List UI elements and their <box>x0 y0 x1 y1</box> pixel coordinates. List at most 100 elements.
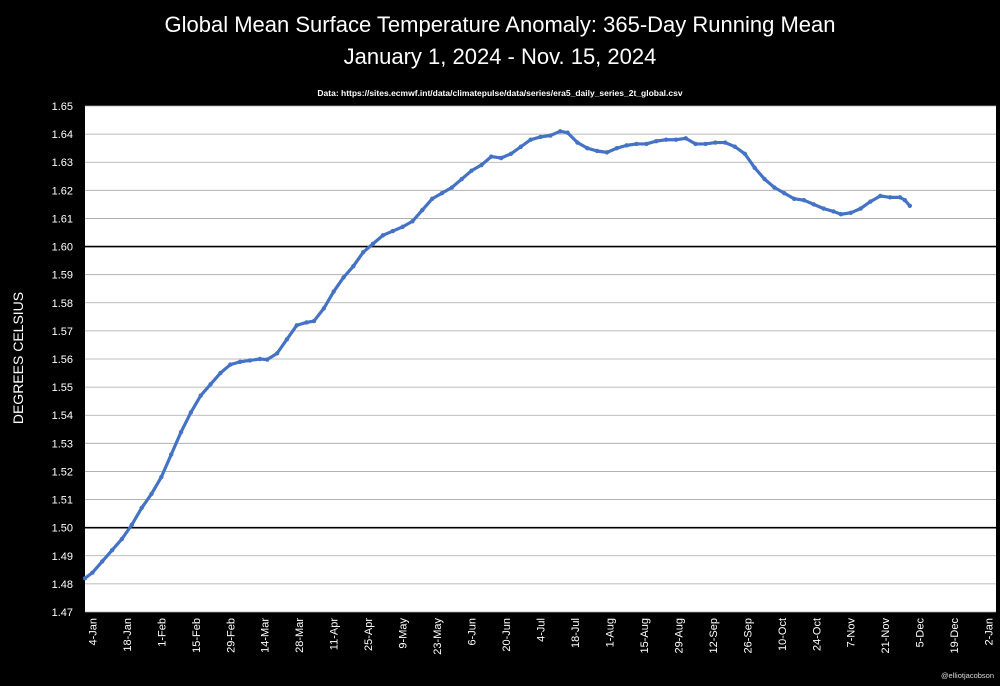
x-tick-label: 18-Jan <box>122 618 134 652</box>
data-point <box>762 176 767 182</box>
data-point <box>558 129 563 134</box>
x-tick-label: 1-Aug <box>604 618 616 647</box>
y-tick-label: 1.56 <box>52 354 73 366</box>
data-point <box>139 505 144 511</box>
data-point <box>772 185 777 190</box>
data-point <box>801 197 807 203</box>
data-point <box>284 337 290 342</box>
y-tick-label: 1.62 <box>52 185 73 197</box>
data-point <box>149 491 154 497</box>
data-point <box>782 190 787 196</box>
data-point <box>90 570 95 575</box>
data-point <box>370 241 376 246</box>
data-point <box>565 130 570 135</box>
data-point <box>439 190 445 196</box>
data-point <box>479 162 484 168</box>
data-point <box>791 196 797 201</box>
data-point <box>528 137 533 142</box>
data-point <box>654 138 659 144</box>
x-tick-label: 29-Aug <box>673 618 685 653</box>
x-tick-label: 4-Jan <box>87 618 99 646</box>
x-tick-label: 15-Aug <box>639 618 651 653</box>
data-point <box>508 151 514 156</box>
data-point <box>518 144 523 149</box>
data-point <box>351 264 356 269</box>
y-tick-label: 1.51 <box>52 495 73 507</box>
x-tick-label: 24-Oct <box>811 618 823 651</box>
x-tick-label: 1-Feb <box>156 618 168 647</box>
x-tick-label: 2-Jan <box>984 618 996 646</box>
y-tick-label: 1.50 <box>52 523 73 535</box>
data-point <box>228 362 233 367</box>
data-point <box>294 323 299 328</box>
data-point <box>380 233 386 238</box>
reference-lines <box>85 245 1000 529</box>
x-tick-label: 23-May <box>432 618 444 655</box>
x-tick-label: 6-Jun <box>467 618 479 646</box>
data-point <box>208 382 213 387</box>
x-tick-label: 29-Feb <box>225 618 237 653</box>
x-tick-label: 7-Nov <box>846 618 858 648</box>
y-tick-label: 1.65 <box>52 101 73 113</box>
data-point <box>198 393 203 398</box>
chart-title: Global Mean Surface Temperature Anomaly:… <box>164 12 836 37</box>
y-tick-label: 1.64 <box>52 129 73 141</box>
data-point <box>897 195 903 200</box>
data-point <box>663 137 669 142</box>
data-point <box>831 209 836 214</box>
data-point <box>449 185 455 190</box>
data-point <box>257 356 263 362</box>
x-tick-label: 10-Oct <box>777 618 789 651</box>
x-tick-label: 20-Jun <box>501 618 513 652</box>
y-axis-ticks: 1.47 1.48 1.49 1.50 1.51 1.52 1.53 1.54 1.55 1.56… <box>52 101 73 619</box>
y-tick-label: 1.47 <box>52 607 73 619</box>
data-point <box>821 206 826 211</box>
data-point <box>548 133 553 138</box>
data-source-note: Data: https://sites.ecmwf.int/data/clima… <box>317 88 683 98</box>
data-point <box>902 197 908 203</box>
y-tick-label: 1.59 <box>52 270 73 282</box>
data-point <box>410 219 415 224</box>
data-point <box>732 144 738 149</box>
data-point <box>585 145 590 151</box>
data-point <box>673 137 679 142</box>
x-tick-label: 14-Mar <box>260 618 272 653</box>
y-tick-label: 1.48 <box>52 579 73 591</box>
x-tick-label: 26-Sep <box>742 618 754 653</box>
y-tick-label: 1.63 <box>52 157 73 169</box>
data-point <box>304 320 309 325</box>
data-point <box>858 206 863 211</box>
data-point <box>218 370 223 376</box>
x-tick-label: 15-Feb <box>191 618 203 653</box>
data-point <box>420 207 425 213</box>
x-tick-label: 5-Dec <box>915 618 927 648</box>
x-tick-label: 28-Mar <box>294 618 306 653</box>
y-tick-label: 1.52 <box>52 466 73 478</box>
data-point <box>538 134 543 140</box>
data-point <box>237 359 243 365</box>
data-point <box>274 351 280 356</box>
x-tick-label: 21-Nov <box>880 618 892 654</box>
x-axis-ticks: 4-Jan 18-Jan 1-Feb 15-Feb 29-Feb 14-Mar 28-Mar… <box>87 618 995 655</box>
data-point <box>390 228 395 234</box>
y-tick-label: 1.58 <box>52 298 73 310</box>
data-point <box>178 429 184 435</box>
data-point <box>594 148 600 154</box>
data-point <box>868 199 873 204</box>
data-point <box>159 474 164 480</box>
data-point <box>459 176 464 182</box>
data-point <box>811 202 816 207</box>
data-point <box>722 140 728 145</box>
data-series <box>82 129 913 581</box>
data-point <box>683 136 688 141</box>
data-point <box>361 249 366 255</box>
y-tick-label: 1.49 <box>52 551 73 563</box>
data-point <box>752 165 757 171</box>
data-point <box>311 318 317 324</box>
author-credit: @elliotjacobson <box>940 671 994 680</box>
data-point <box>604 150 610 155</box>
data-point <box>634 141 639 147</box>
x-tick-label: 12-Sep <box>708 618 720 653</box>
data-point <box>429 196 435 201</box>
